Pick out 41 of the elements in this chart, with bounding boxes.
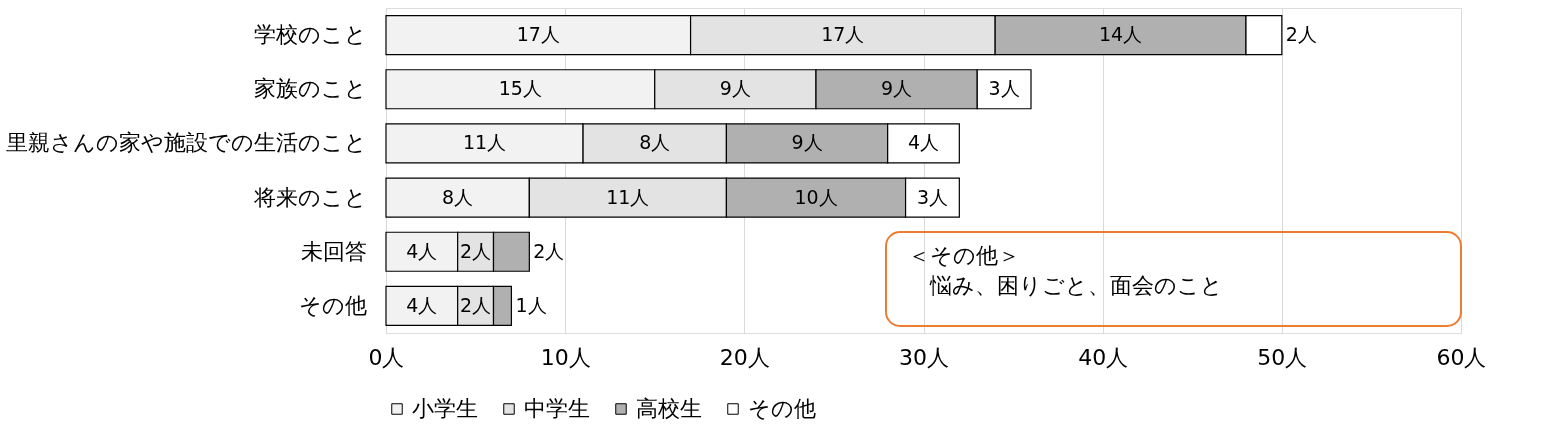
- data-label: 3人: [988, 77, 1020, 100]
- x-tick-label: 50人: [1257, 344, 1308, 370]
- legend-label: その他: [748, 396, 816, 421]
- data-label: 15人: [498, 77, 542, 100]
- data-label: 17人: [516, 23, 560, 46]
- y-tick-label: その他: [298, 292, 367, 318]
- x-tick-label: 0人: [368, 344, 405, 370]
- data-label: 2人: [460, 293, 492, 316]
- data-label: 4人: [406, 239, 438, 262]
- data-label: 4人: [907, 131, 940, 154]
- data-label: 9人: [881, 77, 913, 100]
- data-label: 9人: [719, 77, 751, 100]
- data-label: 2人: [460, 239, 492, 262]
- data-label: 8人: [639, 131, 671, 154]
- data-label: 14人: [1098, 23, 1143, 46]
- data-label: 1人: [515, 293, 547, 316]
- annotation: ＜その他＞: [908, 243, 1020, 268]
- data-label: 2人: [1285, 23, 1317, 46]
- data-label: 8人: [442, 185, 474, 208]
- data-label: 11人: [606, 185, 650, 208]
- data-label: 11人: [462, 131, 507, 154]
- legend-label: 中学生: [524, 396, 590, 421]
- data-label: 17人: [821, 23, 865, 46]
- annotation: 悩み、困りごと、面会のこと: [929, 273, 1223, 298]
- data-label: 3人: [916, 185, 949, 208]
- x-tick-label: 60人: [1436, 344, 1487, 370]
- legend-label: 高校生: [636, 396, 702, 421]
- y-tick-label: 将来のこと: [252, 184, 367, 210]
- y-tick-label: 学校のこと: [253, 22, 367, 48]
- data-label: 2人: [533, 239, 565, 262]
- data-label: 10人: [794, 185, 838, 208]
- y-tick-label: 家族のこと: [253, 76, 367, 102]
- x-tick-label: 20人: [719, 344, 770, 370]
- y-tick-label: 未回答: [300, 238, 367, 264]
- y-tick-label: 里親さんの家や施設での生活のこと: [5, 130, 367, 156]
- x-tick-label: 40人: [1078, 344, 1129, 370]
- data-label: 4人: [406, 293, 438, 316]
- legend-label: 小学生: [412, 396, 478, 421]
- data-label: 9人: [791, 131, 823, 154]
- x-tick-label: 10人: [540, 344, 591, 370]
- x-tick-label: 30人: [899, 344, 949, 370]
